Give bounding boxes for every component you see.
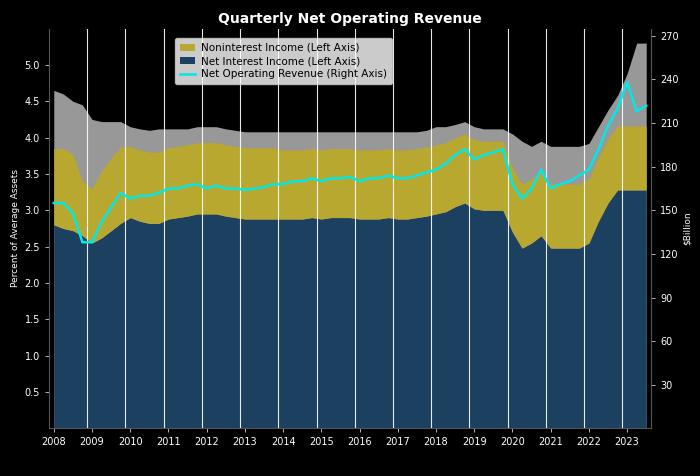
Y-axis label: $Billion: $Billion <box>682 212 692 245</box>
Y-axis label: Percent of Average Assets: Percent of Average Assets <box>11 169 20 288</box>
Title: Quarterly Net Operating Revenue: Quarterly Net Operating Revenue <box>218 12 482 26</box>
Legend: Noninterest Income (Left Axis), Net Interest Income (Left Axis), Net Operating R: Noninterest Income (Left Axis), Net Inte… <box>174 38 392 84</box>
